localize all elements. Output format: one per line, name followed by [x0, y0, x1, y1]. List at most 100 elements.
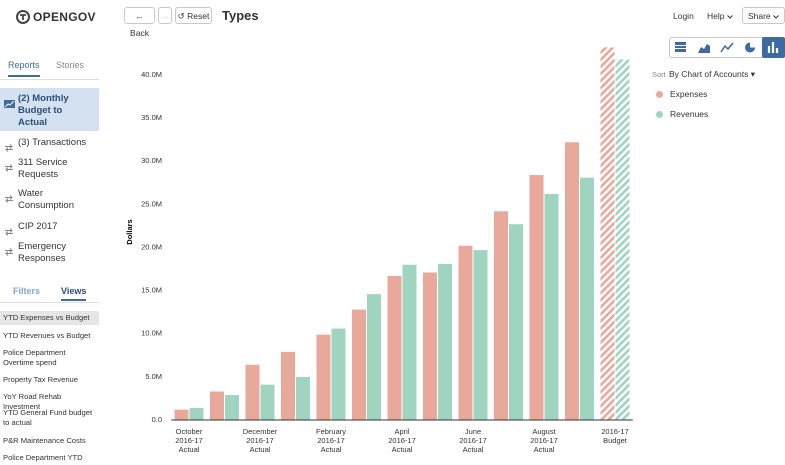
x-tick-label-line: October	[176, 427, 203, 436]
report-item[interactable]: (2) Monthly Budget to Actual	[18, 93, 69, 128]
bar	[281, 351, 295, 420]
x-tick-label-line: 2016-17	[246, 436, 274, 445]
table-icon[interactable]	[675, 42, 686, 52]
bar	[225, 394, 239, 420]
x-tick-label-line: February	[316, 427, 346, 436]
sort-menu[interactable]: By Chart of Accounts ▾	[669, 69, 756, 79]
reset-label: Reset	[187, 11, 210, 21]
bar	[260, 384, 275, 420]
x-tick-label-line: Actual	[534, 445, 555, 454]
report-item[interactable]: Emergency Responses	[18, 241, 67, 264]
back-button[interactable]: ← Back	[124, 7, 155, 38]
bar	[529, 175, 544, 420]
help-label: Help	[707, 11, 725, 21]
bar-icon	[767, 42, 779, 53]
bar	[174, 409, 189, 420]
x-tick-label-line: Budget	[603, 436, 628, 445]
x-tick-label-line: 2016-17	[317, 436, 345, 445]
bar	[509, 224, 523, 420]
legend-entry[interactable]: Expenses	[670, 89, 708, 99]
page-title: Types	[222, 8, 259, 23]
sort-label: Sort	[652, 70, 666, 79]
bar	[544, 194, 559, 420]
bar	[387, 275, 402, 420]
bar	[245, 364, 260, 420]
view-item[interactable]: YTD General Fund budget to actual	[3, 408, 93, 427]
y-tick-label: 0.0	[152, 415, 162, 424]
selected-report-bg	[0, 88, 99, 131]
bar	[331, 328, 346, 420]
y-tick-label: 15.0M	[141, 286, 162, 295]
x-tick-label: April 2016-17 Actual	[388, 427, 416, 454]
pie-icon[interactable]	[745, 42, 755, 53]
selected-view-bg	[0, 311, 99, 325]
report-icon-selected	[4, 95, 15, 108]
bar	[352, 309, 366, 420]
y-tick-label: 5.0M	[145, 372, 162, 381]
bar	[367, 294, 381, 420]
x-tick-label-line: June	[465, 427, 481, 436]
report-item[interactable]: CIP 2017	[18, 221, 58, 232]
tab-reports[interactable]: Reports	[8, 60, 40, 77]
tab-filters[interactable]: Filters	[13, 286, 41, 296]
login-link[interactable]: Login	[673, 11, 694, 21]
x-tick-label-line: April	[394, 427, 409, 436]
bar	[615, 59, 630, 420]
bar	[458, 245, 473, 420]
logo[interactable]: OPENGOV	[33, 10, 96, 24]
report-icon	[4, 223, 14, 236]
tab-divider	[0, 302, 99, 303]
x-tick-label-line: 2016-17	[388, 436, 416, 445]
bar	[494, 211, 508, 420]
bar	[438, 263, 452, 420]
logo-icon	[16, 10, 30, 24]
view-item[interactable]: YTD Revenues vs Budget	[3, 331, 91, 340]
x-tick-label-line: Actual	[392, 445, 413, 454]
view-item[interactable]: YoY Road Rehab Investment	[3, 392, 62, 411]
report-icon	[4, 190, 14, 203]
bar	[210, 391, 224, 420]
x-tick-label: August 2016-17 Actual	[530, 427, 558, 454]
share-button[interactable]: Share	[742, 7, 785, 24]
x-tick-label: June 2016-17 Actual	[459, 427, 487, 454]
view-item[interactable]: Police Department Overtime spend	[3, 348, 66, 367]
report-item[interactable]: (3) Transactions	[18, 137, 87, 148]
report-icon	[4, 159, 14, 172]
legend-swatch	[656, 111, 663, 118]
y-tick-label: 20.0M	[141, 242, 162, 251]
sort-value: By Chart of Accounts	[669, 69, 749, 79]
x-tick-label-line: August	[532, 427, 556, 436]
legend-entry[interactable]: Revenues	[670, 109, 709, 119]
chevron	[773, 15, 779, 19]
view-item[interactable]: P&R Maintenance Costs	[3, 436, 86, 445]
chart: Dollars 0.0 5.0M 10.0M 15.0M 20.0M 25.0M 30.0M…	[125, 47, 633, 454]
view-item[interactable]: YTD Expenses vs Budget	[3, 313, 90, 322]
bar	[402, 264, 417, 420]
x-tick-label-line: Actual	[463, 445, 484, 454]
forward-button[interactable]: →	[158, 7, 172, 24]
view-item[interactable]: Police Department YTD	[3, 453, 83, 462]
bar	[473, 250, 488, 420]
view-item[interactable]: Property Tax Revenue	[3, 375, 78, 384]
bar	[580, 177, 594, 420]
y-tick-label: 10.0M	[141, 329, 162, 338]
chevron	[727, 15, 733, 19]
report-item[interactable]: 311 Service Requests	[18, 157, 68, 180]
help-menu[interactable]: Help	[707, 11, 733, 21]
line-icon[interactable]	[720, 42, 734, 53]
reset-button[interactable]: ↺ Reset	[175, 7, 212, 24]
tab-views[interactable]: Views	[61, 286, 87, 301]
tab-divider	[0, 79, 99, 80]
tab-stories[interactable]: Stories	[56, 60, 85, 70]
report-icon	[4, 139, 14, 152]
x-tick-label-line: 2016-17	[530, 436, 558, 445]
report-item[interactable]: Water Consumption	[18, 188, 74, 211]
x-tick-label-line: December	[243, 427, 278, 436]
bar	[296, 376, 310, 420]
x-tick-label-line: 2016-17	[601, 427, 629, 436]
x-tick-label-line: 2016-17	[459, 436, 487, 445]
area-icon[interactable]	[698, 44, 710, 53]
legend-swatch	[656, 91, 663, 98]
y-tick-label: 35.0M	[141, 113, 162, 122]
chart-type-icons	[675, 37, 785, 58]
